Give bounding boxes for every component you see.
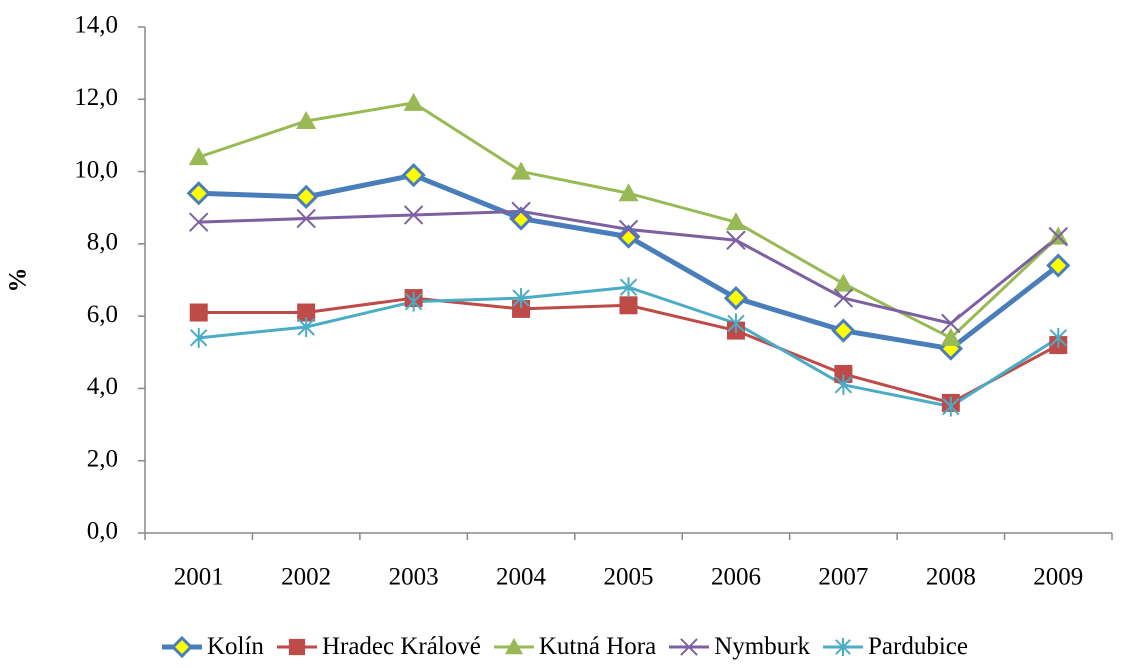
x-tick-label: 2002 <box>281 564 331 591</box>
legend-label: Kolín <box>206 633 264 660</box>
marker <box>1046 253 1071 278</box>
marker <box>401 163 426 188</box>
marker <box>726 230 746 250</box>
marker <box>186 181 211 206</box>
legend-entry: Nymburk <box>668 633 810 661</box>
marker <box>1048 226 1068 247</box>
y-tick-label: 4,0 <box>87 373 118 400</box>
marker <box>297 316 315 337</box>
marker <box>288 638 306 656</box>
legend-entry: Pardubice <box>822 633 968 661</box>
marker <box>833 273 854 292</box>
marker <box>619 277 638 298</box>
y-tick-label: 6,0 <box>87 301 118 328</box>
legend-swatch <box>161 635 202 659</box>
marker <box>404 291 423 312</box>
legend: Kolín Hradec Králové Kutná Hora Nymburk Pard… <box>0 626 1129 668</box>
marker <box>727 313 745 334</box>
marker <box>508 206 534 231</box>
y-axis-title: % <box>5 268 32 293</box>
marker <box>296 208 316 229</box>
legend-swatch <box>823 638 864 656</box>
legend-entry: Hradec Králové <box>276 633 481 661</box>
marker <box>619 296 638 315</box>
marker <box>294 184 319 209</box>
marker <box>834 374 853 395</box>
marker <box>833 288 854 308</box>
marker <box>188 147 209 166</box>
chart: % 0,0 2,0 4,0 6,0 8,0 10,0 12,0 14,0 2001 2002 200… <box>5 12 1113 591</box>
x-tick-label: 2004 <box>496 564 547 591</box>
marker <box>941 313 961 334</box>
marker <box>834 364 853 383</box>
y-tick-label: 8,0 <box>87 229 118 256</box>
legend-label: Pardubice <box>868 633 968 660</box>
y-tick-label: 2,0 <box>87 445 118 472</box>
x-tick-label: 2008 <box>926 564 976 591</box>
marker <box>296 110 317 129</box>
marker <box>835 638 851 656</box>
marker <box>940 327 961 346</box>
marker <box>942 396 960 417</box>
legend-label: Hradec Králové <box>321 633 481 660</box>
legend-label: Nymburk <box>714 633 811 660</box>
marker <box>831 318 856 343</box>
legend-swatch <box>276 638 317 656</box>
legend-entry: Kutná Hora <box>493 633 656 661</box>
marker <box>511 161 532 180</box>
marker <box>511 201 531 222</box>
marker <box>189 303 208 322</box>
marker <box>618 183 639 202</box>
marker <box>512 299 531 318</box>
marker <box>616 224 641 249</box>
x-tick-label: 2006 <box>711 564 761 591</box>
x-tick-label: 2009 <box>1033 564 1083 591</box>
y-tick-label: 10,0 <box>74 156 118 183</box>
y-tick-label: 14,0 <box>74 12 118 39</box>
marker <box>403 205 424 225</box>
y-tick-label: 12,0 <box>74 84 118 111</box>
marker <box>1049 327 1067 348</box>
marker <box>189 212 209 232</box>
marker <box>723 285 749 311</box>
marker <box>403 92 424 111</box>
y-tick-label: 0,0 <box>87 518 118 545</box>
marker <box>504 638 523 655</box>
marker <box>512 288 530 309</box>
marker <box>297 303 316 322</box>
marker <box>170 635 194 659</box>
x-tick-label: 2005 <box>604 564 654 591</box>
x-tick-label: 2007 <box>818 564 868 591</box>
marker <box>618 219 639 240</box>
x-tick-label: 2001 <box>174 564 224 591</box>
legend-swatch <box>493 638 534 655</box>
x-tick-label: 2003 <box>389 564 439 591</box>
legend-entry: Kolín <box>161 633 264 661</box>
marker <box>680 638 699 656</box>
legend-swatch <box>669 638 710 656</box>
marker <box>190 327 208 348</box>
legend-label: Kutná Hora <box>538 633 657 660</box>
marker <box>725 212 746 231</box>
